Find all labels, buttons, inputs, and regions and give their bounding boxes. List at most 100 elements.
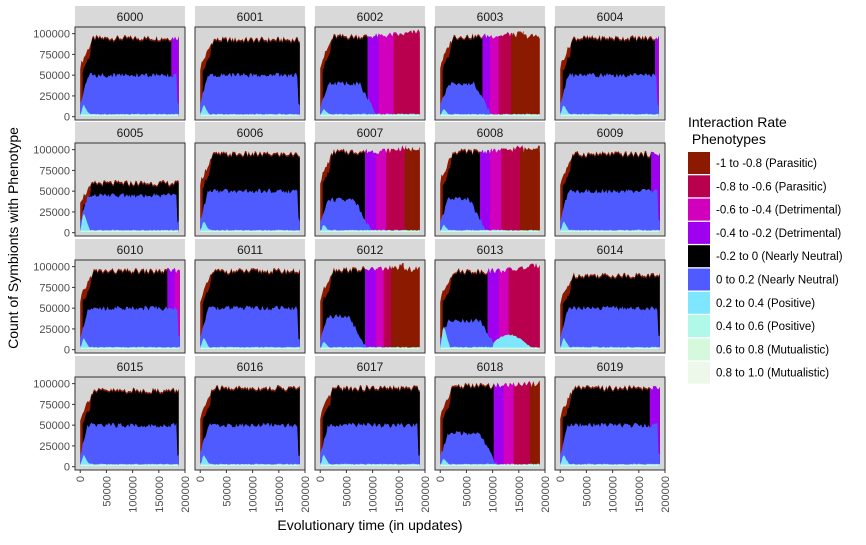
- series-mutualistic: [560, 114, 659, 117]
- facet-strip-label: 6005: [117, 126, 144, 140]
- y-tick-label: 0: [64, 228, 70, 240]
- series-mutualistic: [80, 114, 179, 117]
- legend-swatch: [688, 152, 710, 174]
- series-mutualistic: [320, 230, 420, 233]
- panel-plot-area: [200, 385, 300, 467]
- series-band-0: [365, 267, 378, 350]
- series-nearly-neutral-positive: [440, 318, 498, 350]
- legend-swatch: [688, 245, 710, 268]
- legend-entry: 0.8 to 1.0 (Mutualistic): [688, 361, 829, 384]
- series-nearly-neutral-positive: [440, 81, 493, 117]
- x-tick-label: 0: [555, 476, 567, 482]
- panel-border: [314, 259, 426, 354]
- series-nearly-neutral-positive: [320, 197, 373, 233]
- series-nearly-neutral-positive: [440, 431, 498, 467]
- x-tick-label: 150000: [634, 476, 646, 513]
- legend-label: -0.8 to -0.6 (Parasitic): [716, 181, 827, 193]
- facet-panel-6010: 6010 0 25000 50000 75000 100000: [33, 239, 186, 357]
- legend-entry: 0 to 0.2 (Nearly Neutral): [688, 268, 839, 291]
- x-tick-label: 200000: [420, 476, 432, 513]
- legend-entry: 0.6 to 0.8 (Mutualistic): [688, 338, 829, 361]
- y-tick-label: 50000: [39, 420, 70, 432]
- legend-label: 0.2 to 0.4 (Positive): [716, 298, 815, 310]
- legend-swatch: [688, 338, 710, 361]
- y-tick-label: 75000: [39, 49, 70, 61]
- y-tick-label: 25000: [39, 324, 70, 336]
- facet-strip: [75, 122, 185, 143]
- series-nearly-neutral-positive: [320, 81, 378, 117]
- facet-panel-6014: 6014: [554, 239, 666, 354]
- series-mutualistic: [200, 464, 300, 467]
- facet-strip: [435, 239, 545, 260]
- legend-swatch: [688, 175, 710, 198]
- legend-swatch: [688, 268, 710, 291]
- panel-plot-area: [440, 145, 540, 233]
- x-tick-label: 50000: [101, 476, 113, 507]
- facet-strip: [435, 122, 545, 143]
- x-tick-label: 100000: [128, 476, 140, 513]
- facet-strip: [195, 122, 305, 143]
- panel-plot-area: [200, 151, 300, 233]
- y-tick-label: 75000: [39, 165, 70, 177]
- facet-strip: [195, 356, 305, 377]
- series-band-2: [508, 262, 540, 350]
- legend-label: 0.8 to 1.0 (Mutualistic): [716, 368, 829, 380]
- series-band-2: [513, 381, 532, 467]
- series-band-2: [386, 144, 407, 233]
- series-nearly-neutral-positive: [320, 314, 367, 350]
- facet-panel-6013: 6013: [434, 239, 546, 354]
- y-tick-label: 100000: [33, 379, 70, 391]
- panel-border: [314, 376, 426, 471]
- legend-title-line1: Interaction Rate: [688, 114, 787, 130]
- y-tick-label: 25000: [39, 91, 70, 103]
- series-band-2: [498, 32, 513, 117]
- panel-border: [194, 259, 306, 354]
- facet-strip: [75, 239, 185, 260]
- facet-panel-6017: 6017 0 50000 100000 150000 200000: [314, 356, 432, 513]
- series-band-0: [493, 382, 505, 467]
- series-mutualistic: [440, 347, 540, 350]
- facet-strip: [75, 356, 185, 377]
- facet-strip-label: 6016: [237, 360, 264, 374]
- facet-strip-label: 6018: [477, 360, 504, 374]
- y-tick-label: 50000: [39, 70, 70, 82]
- panel-plot-area: [560, 272, 660, 350]
- panel-border: [314, 142, 426, 237]
- facet-strip: [555, 122, 665, 143]
- y-tick-label: 100000: [33, 29, 70, 41]
- series-nearly-neutral-positive: [200, 72, 300, 117]
- series-mutualistic: [320, 114, 420, 117]
- series-mutualistic: [560, 464, 660, 467]
- y-tick-label: 75000: [39, 282, 70, 294]
- panel-border: [314, 26, 426, 121]
- series-mutualistic: [320, 347, 420, 350]
- series-positive: [320, 454, 420, 467]
- facet-panel-6012: 6012: [314, 239, 426, 354]
- panel-border: [74, 376, 186, 471]
- series-nearly-neutral-positive: [560, 188, 660, 233]
- series-band-1: [376, 266, 385, 350]
- facet-strip: [555, 239, 665, 260]
- series-mutualistic: [80, 464, 179, 467]
- legend-label: 0.4 to 0.6 (Positive): [716, 321, 815, 333]
- series-nearly-neutral-positive: [80, 193, 179, 233]
- series-band-3: [391, 263, 404, 350]
- panel-border: [194, 26, 306, 121]
- series-band-1: [490, 35, 500, 117]
- series-mutualistic: [440, 114, 540, 117]
- facet-strip-label: 6007: [357, 126, 384, 140]
- series-nearly-neutral-positive: [560, 72, 659, 117]
- panel-border: [554, 26, 666, 121]
- series-nearly-neutral-positive: [560, 422, 660, 467]
- y-tick-label: 25000: [39, 207, 70, 219]
- legend-label: 0 to 0.2 (Nearly Neutral): [716, 275, 839, 287]
- panel-border: [434, 142, 546, 237]
- series-band-3: [404, 146, 420, 233]
- legend: Interaction Rate Phenotypes -1 to -0.8 (…: [688, 114, 843, 384]
- facet-strip: [315, 356, 425, 377]
- panel-plot-area: [80, 180, 179, 233]
- y-tick-label: 25000: [39, 441, 70, 453]
- series-nearly-neutral-positive: [80, 72, 179, 117]
- panel-border: [554, 376, 666, 471]
- x-tick-label: 50000: [221, 476, 233, 507]
